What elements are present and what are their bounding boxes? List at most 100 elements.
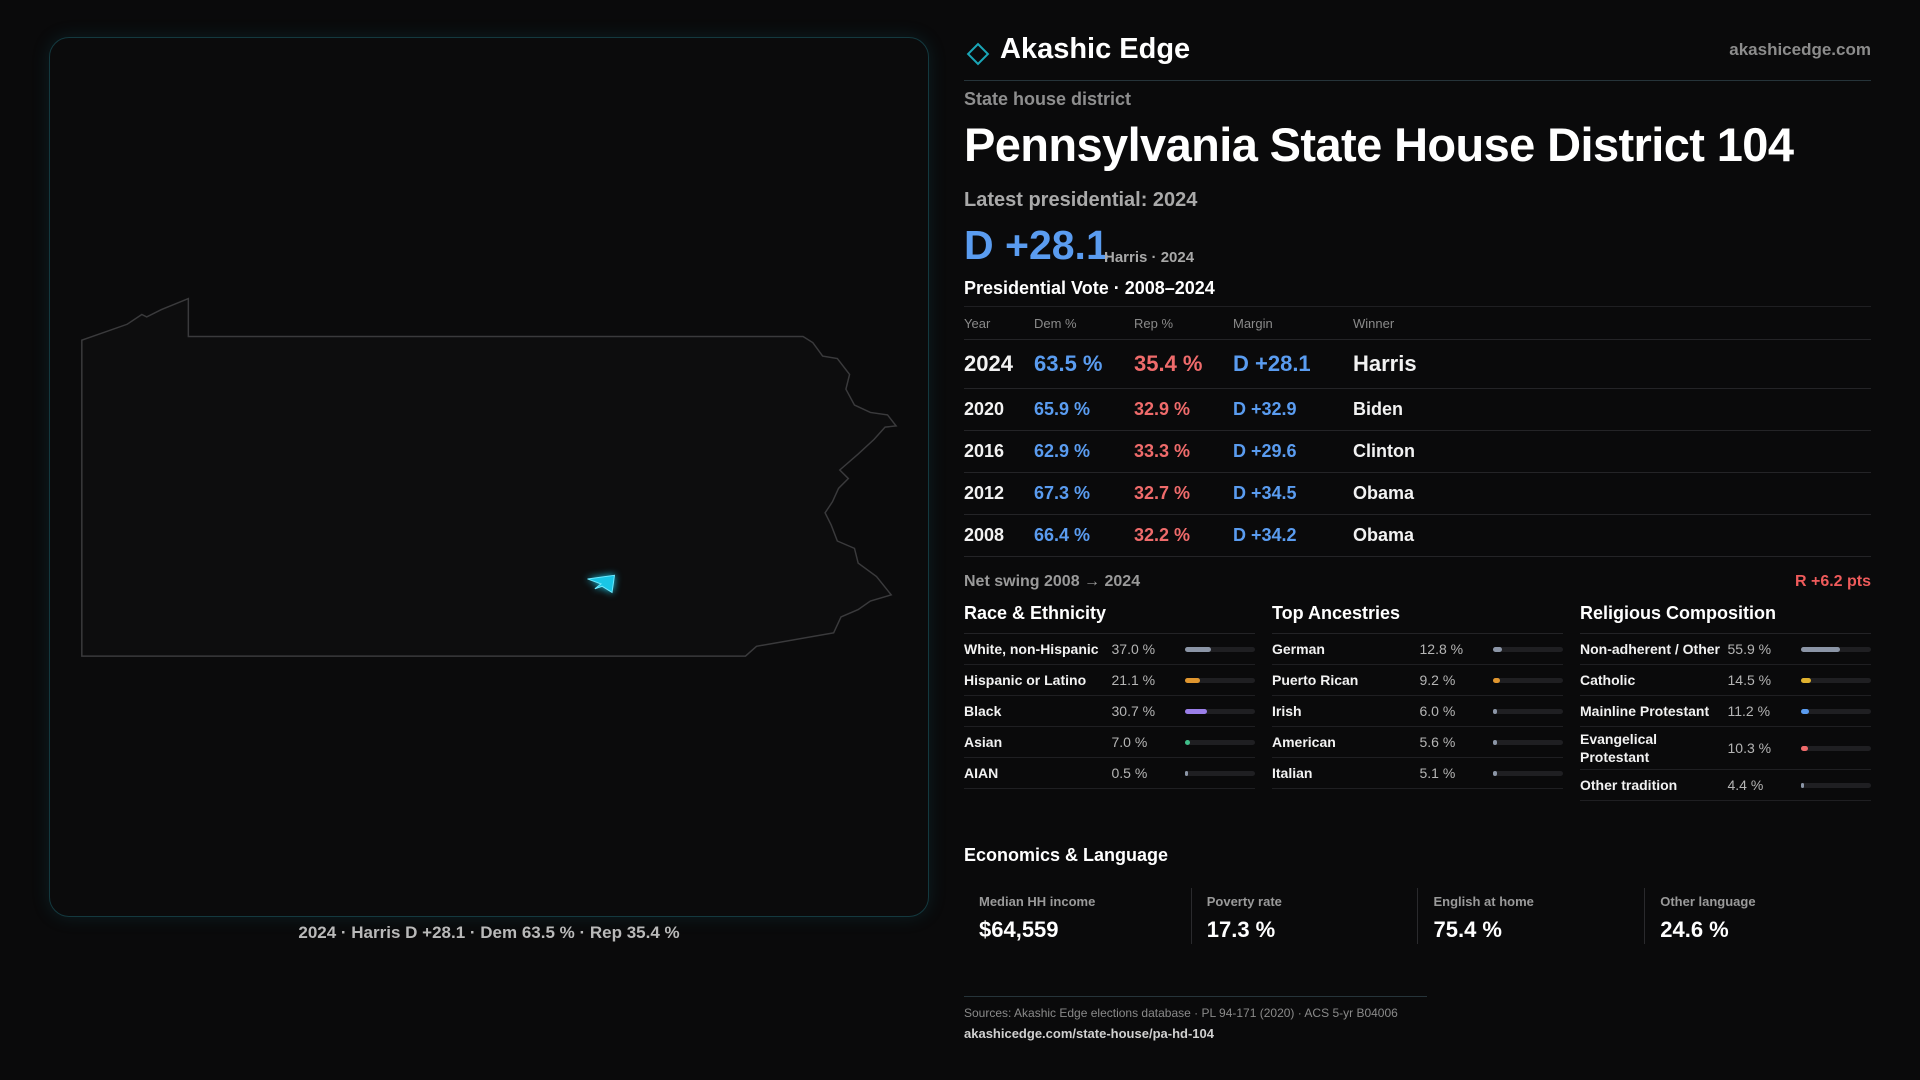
- row-name: Other tradition: [1580, 777, 1678, 793]
- row-name: German: [1272, 641, 1325, 657]
- bar-track: [1493, 646, 1564, 652]
- table-cell: 32.2 %: [1134, 525, 1191, 545]
- section-title: Race & Ethnicity: [964, 603, 1255, 634]
- stat-row: Non-adherent / Other 55.9 %: [1580, 634, 1872, 665]
- page-url[interactable]: akashicedge.com/state-house/pa-hd-104: [964, 1026, 1214, 1041]
- bar: [1801, 646, 1841, 652]
- bar: [1493, 770, 1497, 776]
- map-caption: 2024 · Harris D +28.1 · Dem 63.5 % · Rep…: [298, 923, 680, 942]
- row-name: White, non-Hispanic: [964, 641, 1099, 657]
- table-row: 2024 63.5 % 35.4 % D +28.1 Harris: [964, 340, 1871, 389]
- vote-table: Year Dem % Rep % Margin Winner 2024 63.5 % 35.4…: [964, 306, 1871, 557]
- latest-margin: D +28.1: [964, 222, 1109, 268]
- stat-row: Irish 6.0 %: [1272, 696, 1564, 727]
- section-title: Religious Composition: [1580, 603, 1871, 634]
- table-cell: 2008: [964, 525, 1005, 545]
- row-name: Catholic: [1580, 672, 1636, 688]
- bar-track: [1185, 708, 1256, 714]
- row-name: Non-adherent / Other: [1580, 641, 1721, 657]
- bar: [1493, 646, 1503, 652]
- sources: Sources: Akashic Edge elections database…: [964, 1006, 1398, 1020]
- row-value: 14.5 %: [1727, 672, 1772, 688]
- row-value: 7.0 %: [1111, 734, 1148, 750]
- bar-track: [1801, 782, 1872, 788]
- bar: [1493, 739, 1498, 745]
- row-name: Black: [964, 703, 1002, 719]
- map-panel: [49, 37, 929, 917]
- table-cell: Biden: [1353, 399, 1404, 419]
- bar-track: [1185, 646, 1256, 652]
- bar-track: [1493, 739, 1564, 745]
- table-cell: 63.5 %: [1034, 351, 1103, 376]
- row-value: 21.1 %: [1111, 672, 1156, 688]
- table-cell: 2020: [964, 399, 1005, 419]
- stat-row: Hispanic or Latino 21.1 %: [964, 665, 1256, 696]
- stat-row: Evangelical Protestant 10.3 %: [1580, 727, 1872, 770]
- stat-card: Poverty rate 17.3 %: [1190, 888, 1418, 944]
- bar: [1185, 770, 1189, 776]
- bar-track: [1801, 677, 1872, 683]
- bar: [1801, 708, 1810, 714]
- stat-row: Asian 7.0 %: [964, 727, 1256, 758]
- column-header: Rep %: [1134, 315, 1174, 331]
- stat-row: Other tradition 4.4 %: [1580, 770, 1872, 801]
- table-cell: 32.7 %: [1134, 483, 1191, 503]
- bar-track: [1801, 745, 1872, 751]
- table-cell: D +34.2: [1233, 525, 1297, 545]
- bar-track: [1493, 770, 1564, 776]
- table-header: Year Dem % Rep % Margin Winner: [964, 307, 1871, 340]
- row-value: 0.5 %: [1111, 765, 1148, 781]
- table-cell: Clinton: [1353, 441, 1415, 461]
- bar-track: [1801, 646, 1872, 652]
- section-title: Top Ancestries: [1272, 603, 1563, 634]
- race-section: Race & Ethnicity White, non-Hispanic 37.0 …: [964, 603, 1256, 789]
- row-name: Puerto Rican: [1272, 672, 1359, 688]
- table-cell: 2016: [964, 441, 1005, 461]
- stat-value: 75.4 %: [1433, 917, 1502, 942]
- table-title: Presidential Vote · 2008–2024: [964, 278, 1215, 298]
- stat-row: Italian 5.1 %: [1272, 758, 1564, 789]
- table-cell: 35.4 %: [1134, 351, 1203, 376]
- divider: [964, 80, 1871, 81]
- table-cell: 66.4 %: [1034, 525, 1091, 545]
- row-name: Irish: [1272, 703, 1302, 719]
- economics-stats: Median HH income $64,559 Poverty rate 17.3 …: [964, 888, 1871, 944]
- swing-label: Net swing 2008 → 2024: [964, 573, 1141, 590]
- column-header: Dem %: [1034, 315, 1077, 331]
- bar-track: [1185, 770, 1256, 776]
- stat-row: White, non-Hispanic 37.0 %: [964, 634, 1256, 665]
- row-name: Evangelical Protestant: [1580, 731, 1658, 765]
- religion-section: Religious Composition Non-adherent / Othe…: [1580, 603, 1872, 801]
- bar-track: [1185, 739, 1256, 745]
- stat-row: Mainline Protestant 11.2 %: [1580, 696, 1872, 727]
- bar-track: [1185, 677, 1256, 683]
- row-value: 5.6 %: [1419, 734, 1456, 750]
- table-cell: 2024: [964, 351, 1013, 376]
- swing-value: R +6.2 pts: [1794, 573, 1871, 590]
- row-name: Asian: [964, 734, 1003, 750]
- stat-card: Median HH income $64,559: [964, 888, 1191, 944]
- bar-track: [1493, 708, 1564, 714]
- bar-track: [1493, 677, 1564, 683]
- table-row: 2020 65.9 % 32.9 % D +32.9 Biden: [964, 389, 1871, 431]
- stat-row: Catholic 14.5 %: [1580, 665, 1872, 696]
- stat-label: Other language: [1660, 894, 1756, 909]
- column-header: Margin: [1233, 315, 1273, 331]
- brand-icon: [966, 42, 990, 66]
- stat-row: AIAN 0.5 %: [964, 758, 1256, 789]
- stat-value: 24.6 %: [1660, 917, 1729, 942]
- table-cell: 32.9 %: [1134, 399, 1191, 419]
- district-title: Pennsylvania State House District 104: [964, 118, 1794, 171]
- row-value: 37.0 %: [1111, 641, 1156, 657]
- table-cell: D +34.5: [1233, 483, 1297, 503]
- site-link[interactable]: akashicedge.com: [1729, 40, 1871, 59]
- bar: [1493, 677, 1500, 683]
- row-name: Mainline Protestant: [1580, 703, 1710, 719]
- row-value: 5.1 %: [1419, 765, 1456, 781]
- table-row: 2012 67.3 % 32.7 % D +34.5 Obama: [964, 473, 1871, 515]
- stat-row: Puerto Rican 9.2 %: [1272, 665, 1564, 696]
- divider: [964, 996, 1427, 997]
- table-cell: 33.3 %: [1134, 441, 1191, 461]
- table-cell: 67.3 %: [1034, 483, 1091, 503]
